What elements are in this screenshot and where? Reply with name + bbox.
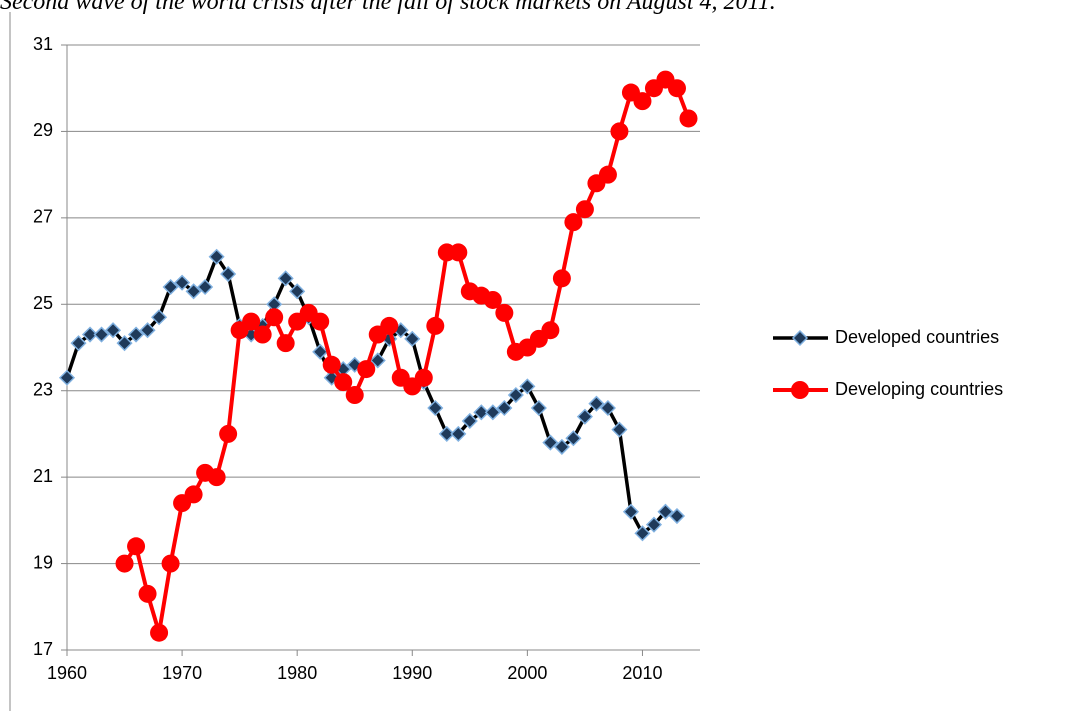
data-point [174,274,191,291]
data-point [81,326,99,343]
data-point [357,360,376,379]
data-point [253,325,272,344]
data-point [575,200,594,219]
data-point [622,503,640,520]
data-point [207,468,226,487]
data-point [104,322,122,339]
x-tick-label: 2010 [622,663,662,683]
data-point [115,554,134,573]
data-point [58,369,76,386]
data-point [322,355,341,374]
data-point [185,283,202,300]
data-point [345,386,364,405]
data-point [633,92,652,111]
data-point [127,537,146,556]
data-point [483,290,502,309]
data-point [138,584,157,603]
legend-marker [791,329,809,347]
data-point [610,122,629,141]
data-point [565,430,582,447]
data-point [657,503,674,520]
data-point [645,516,663,533]
y-tick-label: 19 [33,552,53,572]
data-point [404,330,421,347]
y-tick-label: 23 [33,379,53,399]
data-point [564,213,583,232]
series-line [65,255,678,536]
data-point [461,412,478,430]
data-point [679,109,698,128]
data-point [197,278,214,296]
data-point [667,79,686,98]
y-tick-label: 29 [33,120,53,140]
x-tick-label: 2000 [507,663,547,683]
data-point [519,378,536,395]
data-point [219,424,238,443]
data-point [93,326,110,343]
data-point [334,373,353,392]
data-point [553,438,570,455]
caption: Second wave of the world crisis after th… [0,0,776,15]
y-tick-label: 17 [33,639,53,659]
series-line [122,77,691,635]
data-point [599,399,616,417]
data-point [311,312,330,331]
data-point [116,335,133,352]
data-point [576,408,593,425]
data-point [242,312,261,331]
data-point [127,326,145,343]
data-point [380,316,399,335]
data-point [161,554,180,573]
data-point [265,308,284,327]
data-point [496,399,513,417]
data-point [495,303,514,322]
data-point [507,386,524,404]
data-point [369,352,386,369]
x-tick-label: 1970 [162,663,202,683]
data-point [427,399,444,417]
y-tick-label: 27 [33,207,53,227]
data-point [414,368,433,387]
legend-marker [791,381,809,399]
data-point [484,404,501,421]
data-point [634,525,651,542]
data-point [541,321,560,340]
x-tick-label: 1980 [277,663,317,683]
legend-label: Developing countries [835,379,1003,399]
data-point [588,395,605,412]
data-point [151,309,168,326]
data-point [611,421,628,438]
data-point [184,485,203,504]
data-point [139,322,156,339]
y-tick-label: 21 [33,466,53,486]
data-point [530,399,547,417]
data-point [276,334,295,353]
data-point [542,434,559,451]
data-point [150,623,169,642]
x-tick-label: 1960 [47,663,87,683]
data-point [70,335,87,352]
data-point [449,243,468,262]
legend-label: Developed countries [835,327,999,347]
data-point [552,269,571,288]
data-point [208,248,225,265]
data-point [450,425,467,442]
data-point [598,165,617,184]
y-tick-label: 25 [33,293,53,313]
data-point [162,278,179,296]
data-point [438,425,455,442]
data-point [289,283,306,300]
data-point [220,265,237,283]
x-tick-label: 1990 [392,663,432,683]
data-point [668,507,686,525]
y-tick-label: 31 [33,34,53,54]
data-point [277,270,294,287]
data-point [312,343,329,360]
data-point [473,404,490,421]
data-point [426,316,445,335]
